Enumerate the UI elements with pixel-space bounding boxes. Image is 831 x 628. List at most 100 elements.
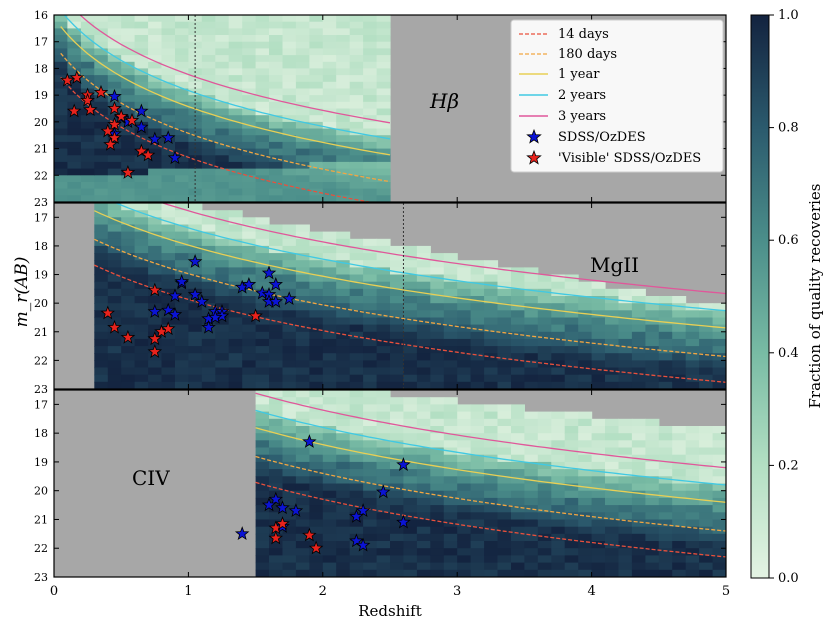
heatmap-cell — [107, 260, 122, 268]
heatmap-cell — [228, 253, 243, 261]
heatmap-cell — [255, 141, 270, 150]
heatmap-cell — [376, 55, 391, 63]
heatmap-cell — [107, 21, 122, 29]
heatmap-cell — [443, 281, 458, 290]
heatmap-cell — [511, 346, 525, 354]
heatmap-cell — [524, 324, 539, 333]
heatmap-cell — [255, 469, 270, 477]
heatmap-cell — [484, 483, 499, 492]
heatmap-cell — [390, 454, 404, 463]
heatmap-cell — [497, 404, 512, 413]
heatmap-cell — [148, 115, 163, 123]
star-sdss — [201, 319, 216, 334]
star-sdss — [167, 306, 183, 321]
heatmap-cell — [416, 267, 431, 276]
heatmap-cell — [363, 353, 378, 361]
colorbar-label: Fraction of quality recoveries — [806, 184, 824, 409]
heatmap-cell — [658, 555, 673, 564]
heatmap-cell — [403, 454, 418, 463]
heatmap-cell — [430, 541, 445, 549]
heatmap-cell — [107, 81, 122, 90]
heatmap-cell — [591, 533, 606, 542]
heatmap-cell — [699, 353, 714, 361]
y-tick-label: 20 — [34, 297, 48, 310]
heatmap-cell — [685, 360, 700, 369]
heatmap-cell — [309, 338, 324, 347]
heatmap-cell — [255, 367, 270, 376]
heatmap-cell — [645, 296, 660, 304]
curve-3-years — [255, 392, 726, 469]
heatmap-cell — [511, 562, 525, 571]
heatmap-cell — [336, 526, 351, 535]
panel-label-mgii: MgII — [590, 253, 639, 277]
heatmap-cell — [148, 75, 163, 83]
heatmap-cell — [201, 28, 216, 36]
heatmap-cell — [94, 35, 109, 43]
heatmap-cell — [349, 121, 364, 130]
heatmap-cell — [336, 490, 351, 499]
heatmap-cell — [336, 296, 351, 304]
heatmap-cell — [349, 135, 364, 143]
heatmap-cell — [672, 360, 687, 369]
heatmap-cell — [376, 267, 391, 276]
heatmap-cell — [282, 245, 297, 254]
heatmap-cell — [349, 48, 364, 56]
heatmap-cell — [578, 303, 593, 311]
heatmap-cell — [658, 381, 673, 389]
heatmap-cell — [215, 175, 230, 183]
star-visible — [147, 331, 163, 346]
heatmap-cell — [537, 433, 552, 441]
heatmap-cell — [269, 48, 283, 56]
heatmap-cell — [511, 296, 525, 304]
heatmap-cell — [685, 433, 700, 441]
heatmap-cell — [121, 217, 136, 226]
heatmap-cell — [201, 48, 216, 56]
heatmap-cell — [470, 338, 485, 347]
heatmap-cell — [215, 253, 230, 261]
heatmap-cell — [551, 426, 566, 434]
heatmap-cell — [121, 48, 136, 56]
star-sdss — [174, 274, 190, 288]
heatmap-cell — [591, 541, 606, 549]
heatmap-cell — [107, 188, 122, 196]
heatmap-cell — [242, 41, 257, 49]
heatmap-cell — [94, 21, 109, 29]
heatmap-cell — [148, 260, 163, 268]
heatmap-cell — [524, 569, 539, 577]
heatmap-cell — [645, 454, 660, 463]
heatmap-cell — [537, 533, 552, 542]
heatmap-cell — [322, 454, 337, 463]
heatmap-cell — [685, 367, 700, 376]
heatmap-cell — [443, 274, 458, 283]
heatmap-cell — [376, 411, 391, 420]
heatmap-cell — [403, 288, 418, 297]
heatmap-cell — [551, 281, 566, 290]
heatmap-cell — [416, 397, 431, 405]
heatmap-cell — [255, 562, 270, 571]
heatmap-cell — [80, 55, 95, 63]
heatmap-cell — [457, 411, 472, 420]
heatmap-cell — [134, 217, 149, 226]
heatmap-cell — [443, 346, 458, 354]
heatmap-cell — [282, 81, 297, 90]
heatmap-cell — [134, 128, 149, 136]
heatmap-cell — [201, 88, 216, 96]
heatmap-cell — [175, 182, 189, 190]
heatmap-cell — [631, 374, 646, 383]
heatmap-cell — [390, 245, 404, 254]
heatmap-cell — [322, 88, 337, 96]
heatmap-cell — [537, 483, 552, 492]
heatmap-cell — [228, 161, 243, 170]
heatmap-cell — [403, 281, 418, 290]
heatmap-cell — [591, 296, 606, 304]
heatmap-cell — [551, 324, 566, 333]
heatmap-cell — [363, 497, 378, 506]
heatmap-cell — [390, 253, 404, 261]
heatmap-cell — [107, 61, 122, 70]
heatmap-cell — [322, 175, 337, 183]
heatmap-cell — [215, 331, 230, 340]
heatmap-cell — [511, 418, 525, 427]
heatmap-cell — [336, 188, 351, 196]
heatmap-cell — [537, 476, 552, 485]
heatmap-cell — [470, 404, 485, 413]
